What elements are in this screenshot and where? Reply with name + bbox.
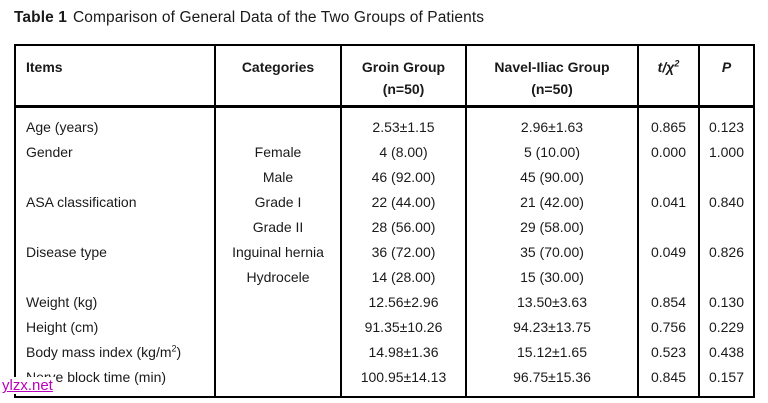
p-value-cell: 0.157 xyxy=(708,368,745,385)
groin-value-cell: 22 (44.00) xyxy=(341,189,467,215)
table-title: Table 1 Comparison of General Data of the… xyxy=(14,9,484,27)
p-value-cell: 0.123 xyxy=(708,118,745,135)
groin-value-cell: 14 (28.00) xyxy=(341,264,467,290)
groin-value-cell: 36 (72.00) xyxy=(341,239,467,265)
header-groin-line1: Groin Group xyxy=(361,59,446,75)
p-value-cell: 0.826 xyxy=(708,243,745,260)
item-cell xyxy=(15,264,216,290)
table-row: Grade II 28 (56.00) 29 (58.00) xyxy=(15,214,754,240)
stat-value-cell: 0.854 xyxy=(638,289,700,315)
table-row: Male 46 (92.00) 45 (90.00) xyxy=(15,164,754,190)
table-row: Nerve block time (min) 100.95±14.13 96.75±… xyxy=(15,364,754,397)
watermark-link[interactable]: ylzx.net xyxy=(2,377,55,394)
comparison-table: Items Categories Groin Group (n=50) Nave… xyxy=(14,44,755,398)
item-cell: Gender xyxy=(15,139,216,165)
navel-value-cell: 94.23±13.75 xyxy=(466,314,639,340)
table-row: Height (cm) 91.35±10.26 94.23±13.75 0.756 0.… xyxy=(15,314,754,340)
table-row: Body mass index (kg/m2) 14.98±1.36 15.12±1… xyxy=(15,339,754,365)
p-value-cell: 0.130 xyxy=(708,293,745,310)
navel-value-cell: 29 (58.00) xyxy=(466,214,639,240)
table-row: Gender Female 4 (8.00) 5 (10.00) 0.000 1.000 xyxy=(15,139,754,165)
stat-value-cell: 0.523 xyxy=(638,339,700,365)
stat-value-cell: 0.865 xyxy=(638,106,700,140)
groin-value-cell: 91.35±10.26 xyxy=(341,314,467,340)
stat-value-cell xyxy=(638,164,700,190)
groin-value-cell: 28 (56.00) xyxy=(341,214,467,240)
category-cell: Male xyxy=(215,164,342,190)
groin-value-cell: 100.95±14.13 xyxy=(341,364,467,397)
stat-value-cell xyxy=(638,214,700,240)
navel-value-cell: 35 (70.00) xyxy=(466,239,639,265)
header-p-value: P xyxy=(699,45,754,108)
navel-value-cell: 13.50±3.63 xyxy=(466,289,639,315)
table-header: Items Categories Groin Group (n=50) Nave… xyxy=(15,45,754,108)
p-value-cell: 0.840 xyxy=(708,193,745,210)
header-statistic-symbol: t/χ xyxy=(657,59,675,75)
p-value-cell xyxy=(699,165,754,190)
table-row: Age (years) 2.53±1.15 2.96±1.63 0.865 0.123 xyxy=(15,106,754,140)
category-cell xyxy=(215,106,342,140)
item-cell xyxy=(15,214,216,240)
table-row: ASA classification Grade I 22 (44.00) 21 (4… xyxy=(15,189,754,215)
navel-value-cell: 96.75±15.36 xyxy=(466,364,639,397)
table-row: Hydrocele 14 (28.00) 15 (30.00) xyxy=(15,264,754,290)
stat-value-cell: 0.049 xyxy=(638,239,700,265)
header-categories: Categories xyxy=(215,45,342,108)
stat-value-cell: 0.845 xyxy=(638,364,700,397)
stat-value-cell: 0.041 xyxy=(638,189,700,215)
item-cell: Weight (kg) xyxy=(15,289,216,315)
navel-value-cell: 21 (42.00) xyxy=(466,189,639,215)
category-cell: Hydrocele xyxy=(215,264,342,290)
category-cell: Grade II xyxy=(215,214,342,240)
table-row: Disease type Inguinal hernia 36 (72.00) 35 … xyxy=(15,239,754,265)
table-title-text: Comparison of General Data of the Two Gr… xyxy=(72,9,485,26)
stat-value-cell xyxy=(638,264,700,290)
table-title-label: Table 1 xyxy=(14,9,67,26)
category-cell: Female xyxy=(215,139,342,165)
p-value-cell xyxy=(699,265,754,290)
category-cell: Grade I xyxy=(215,189,342,215)
p-value-cell: 1.000 xyxy=(708,143,745,160)
header-statistic: t/χ2 xyxy=(638,45,700,108)
p-value-cell: 0.229 xyxy=(708,318,745,335)
navel-value-cell: 15.12±1.65 xyxy=(466,339,639,365)
category-cell: Inguinal hernia xyxy=(215,239,342,265)
item-cell: Disease type xyxy=(15,239,216,265)
groin-value-cell: 46 (92.00) xyxy=(341,164,467,190)
item-cell: Body mass index (kg/m2) xyxy=(15,339,216,365)
p-value-cell: 0.438 xyxy=(708,343,745,360)
navel-value-cell: 15 (30.00) xyxy=(466,264,639,290)
category-cell xyxy=(215,364,342,397)
header-navel-line1: Navel-Iliac Group xyxy=(494,59,610,75)
groin-value-cell: 4 (8.00) xyxy=(341,139,467,165)
item-cell xyxy=(15,164,216,190)
item-cell: ASA classification xyxy=(15,189,216,215)
category-cell xyxy=(215,314,342,340)
item-cell: Age (years) xyxy=(15,106,216,140)
table-body: Age (years) 2.53±1.15 2.96±1.63 0.865 0.123 G… xyxy=(15,106,754,397)
header-groin-line2: (n=50) xyxy=(382,80,425,97)
p-value-cell xyxy=(699,215,754,240)
header-groin-group: Groin Group (n=50) xyxy=(341,45,467,108)
navel-value-cell: 45 (90.00) xyxy=(466,164,639,190)
header-items: Items xyxy=(15,45,216,108)
navel-value-cell: 2.96±1.63 xyxy=(466,106,639,140)
groin-value-cell: 2.53±1.15 xyxy=(341,106,467,140)
category-cell xyxy=(215,339,342,365)
category-cell xyxy=(215,289,342,315)
header-navel-iliac-group: Navel-Iliac Group (n=50) xyxy=(466,45,639,108)
groin-value-cell: 14.98±1.36 xyxy=(341,339,467,365)
navel-value-cell: 5 (10.00) xyxy=(466,139,639,165)
stat-value-cell: 0.756 xyxy=(638,314,700,340)
table-row: Weight (kg) 12.56±2.96 13.50±3.63 0.854 0.13… xyxy=(15,289,754,315)
stat-value-cell: 0.000 xyxy=(638,139,700,165)
groin-value-cell: 12.56±2.96 xyxy=(341,289,467,315)
header-row: Items Categories Groin Group (n=50) Nave… xyxy=(15,45,754,108)
item-cell: Height (cm) xyxy=(15,314,216,340)
header-navel-line2: (n=50) xyxy=(531,80,573,97)
header-statistic-exponent: 2 xyxy=(674,58,680,69)
